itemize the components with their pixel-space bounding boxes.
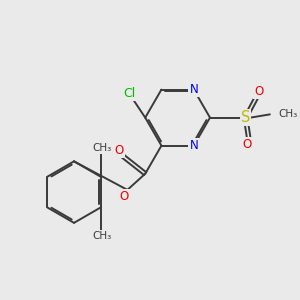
Text: CH₃: CH₃	[93, 231, 112, 241]
Text: O: O	[243, 138, 252, 151]
Text: O: O	[254, 85, 263, 98]
Text: O: O	[115, 144, 124, 157]
Text: O: O	[120, 190, 129, 203]
Text: CH₃: CH₃	[278, 110, 297, 119]
Text: Cl: Cl	[123, 87, 135, 100]
Text: CH₃: CH₃	[93, 143, 112, 153]
Text: N: N	[189, 139, 198, 152]
Text: S: S	[241, 110, 250, 125]
Text: N: N	[189, 83, 198, 96]
